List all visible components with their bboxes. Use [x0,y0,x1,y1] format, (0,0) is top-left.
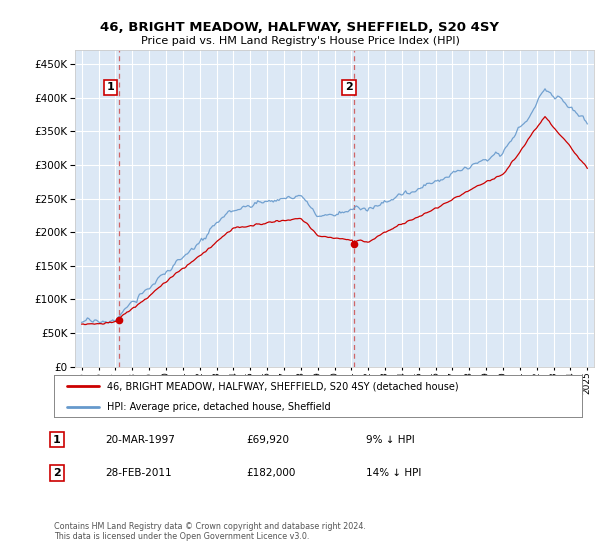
Text: 46, BRIGHT MEADOW, HALFWAY, SHEFFIELD, S20 4SY: 46, BRIGHT MEADOW, HALFWAY, SHEFFIELD, S… [101,21,499,34]
Text: 9% ↓ HPI: 9% ↓ HPI [366,435,415,445]
Text: £182,000: £182,000 [246,468,295,478]
Text: 1: 1 [107,82,115,92]
Text: 28-FEB-2011: 28-FEB-2011 [105,468,172,478]
Text: HPI: Average price, detached house, Sheffield: HPI: Average price, detached house, Shef… [107,402,331,412]
Text: 14% ↓ HPI: 14% ↓ HPI [366,468,421,478]
Text: 1: 1 [53,435,61,445]
Text: 20-MAR-1997: 20-MAR-1997 [105,435,175,445]
Text: 46, BRIGHT MEADOW, HALFWAY, SHEFFIELD, S20 4SY (detached house): 46, BRIGHT MEADOW, HALFWAY, SHEFFIELD, S… [107,381,458,391]
Text: Contains HM Land Registry data © Crown copyright and database right 2024.
This d: Contains HM Land Registry data © Crown c… [54,522,366,542]
Text: 2: 2 [53,468,61,478]
Text: £69,920: £69,920 [246,435,289,445]
Text: 2: 2 [345,82,353,92]
Text: Price paid vs. HM Land Registry's House Price Index (HPI): Price paid vs. HM Land Registry's House … [140,36,460,46]
